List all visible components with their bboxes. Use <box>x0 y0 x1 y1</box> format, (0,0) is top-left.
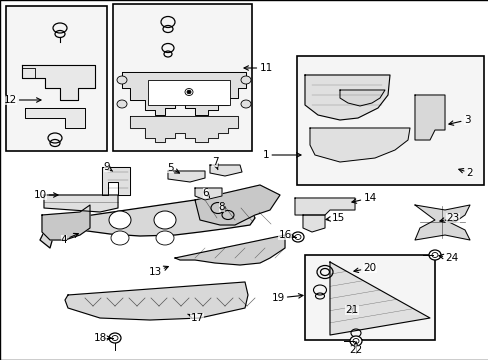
Ellipse shape <box>241 100 250 108</box>
Polygon shape <box>414 95 444 140</box>
Ellipse shape <box>117 76 127 84</box>
Text: 8: 8 <box>218 202 225 212</box>
Polygon shape <box>130 116 238 142</box>
Ellipse shape <box>154 211 176 229</box>
Ellipse shape <box>111 231 129 245</box>
Polygon shape <box>303 215 325 232</box>
Text: 15: 15 <box>325 213 344 223</box>
Text: 9: 9 <box>103 162 112 172</box>
Polygon shape <box>40 200 254 248</box>
Text: 17: 17 <box>187 313 203 323</box>
Polygon shape <box>195 188 222 200</box>
Text: 3: 3 <box>448 115 469 125</box>
Ellipse shape <box>428 250 440 260</box>
Ellipse shape <box>109 211 131 229</box>
Text: 11: 11 <box>244 63 272 73</box>
Polygon shape <box>294 198 354 215</box>
Bar <box>296 56 483 185</box>
Ellipse shape <box>241 76 250 84</box>
Text: 14: 14 <box>351 193 376 203</box>
Polygon shape <box>25 108 85 128</box>
Polygon shape <box>209 165 242 176</box>
Ellipse shape <box>184 89 193 95</box>
Polygon shape <box>305 75 389 120</box>
Polygon shape <box>102 167 130 195</box>
Bar <box>148 80 229 105</box>
Text: 23: 23 <box>439 213 459 223</box>
Ellipse shape <box>156 231 174 245</box>
Text: 7: 7 <box>211 157 218 170</box>
Text: 10: 10 <box>33 190 58 200</box>
Text: 21: 21 <box>345 305 358 315</box>
Ellipse shape <box>117 100 127 108</box>
Polygon shape <box>339 90 384 106</box>
Polygon shape <box>195 185 280 225</box>
Polygon shape <box>168 171 204 182</box>
Text: 2: 2 <box>458 168 472 178</box>
Polygon shape <box>122 72 245 115</box>
Text: 13: 13 <box>148 266 168 277</box>
Ellipse shape <box>291 232 304 242</box>
Polygon shape <box>175 235 285 265</box>
Text: 5: 5 <box>166 163 179 173</box>
Text: 20: 20 <box>353 263 376 273</box>
Polygon shape <box>44 195 118 212</box>
Polygon shape <box>65 282 247 320</box>
Text: 12: 12 <box>3 95 41 105</box>
Text: 19: 19 <box>271 293 303 303</box>
Text: 18: 18 <box>93 333 111 343</box>
Ellipse shape <box>186 90 191 94</box>
Polygon shape <box>42 205 90 240</box>
Bar <box>6 6 107 151</box>
Bar <box>113 4 251 151</box>
Ellipse shape <box>109 333 121 343</box>
Text: 22: 22 <box>348 342 362 355</box>
Polygon shape <box>414 205 469 240</box>
Text: 6: 6 <box>202 188 209 198</box>
Text: 1: 1 <box>262 150 301 160</box>
Polygon shape <box>329 262 429 335</box>
Polygon shape <box>309 128 409 162</box>
Polygon shape <box>22 65 95 100</box>
Text: 24: 24 <box>438 253 458 263</box>
Bar <box>305 255 434 340</box>
Text: 4: 4 <box>61 233 78 245</box>
Ellipse shape <box>349 336 361 346</box>
Text: 16: 16 <box>278 230 294 240</box>
